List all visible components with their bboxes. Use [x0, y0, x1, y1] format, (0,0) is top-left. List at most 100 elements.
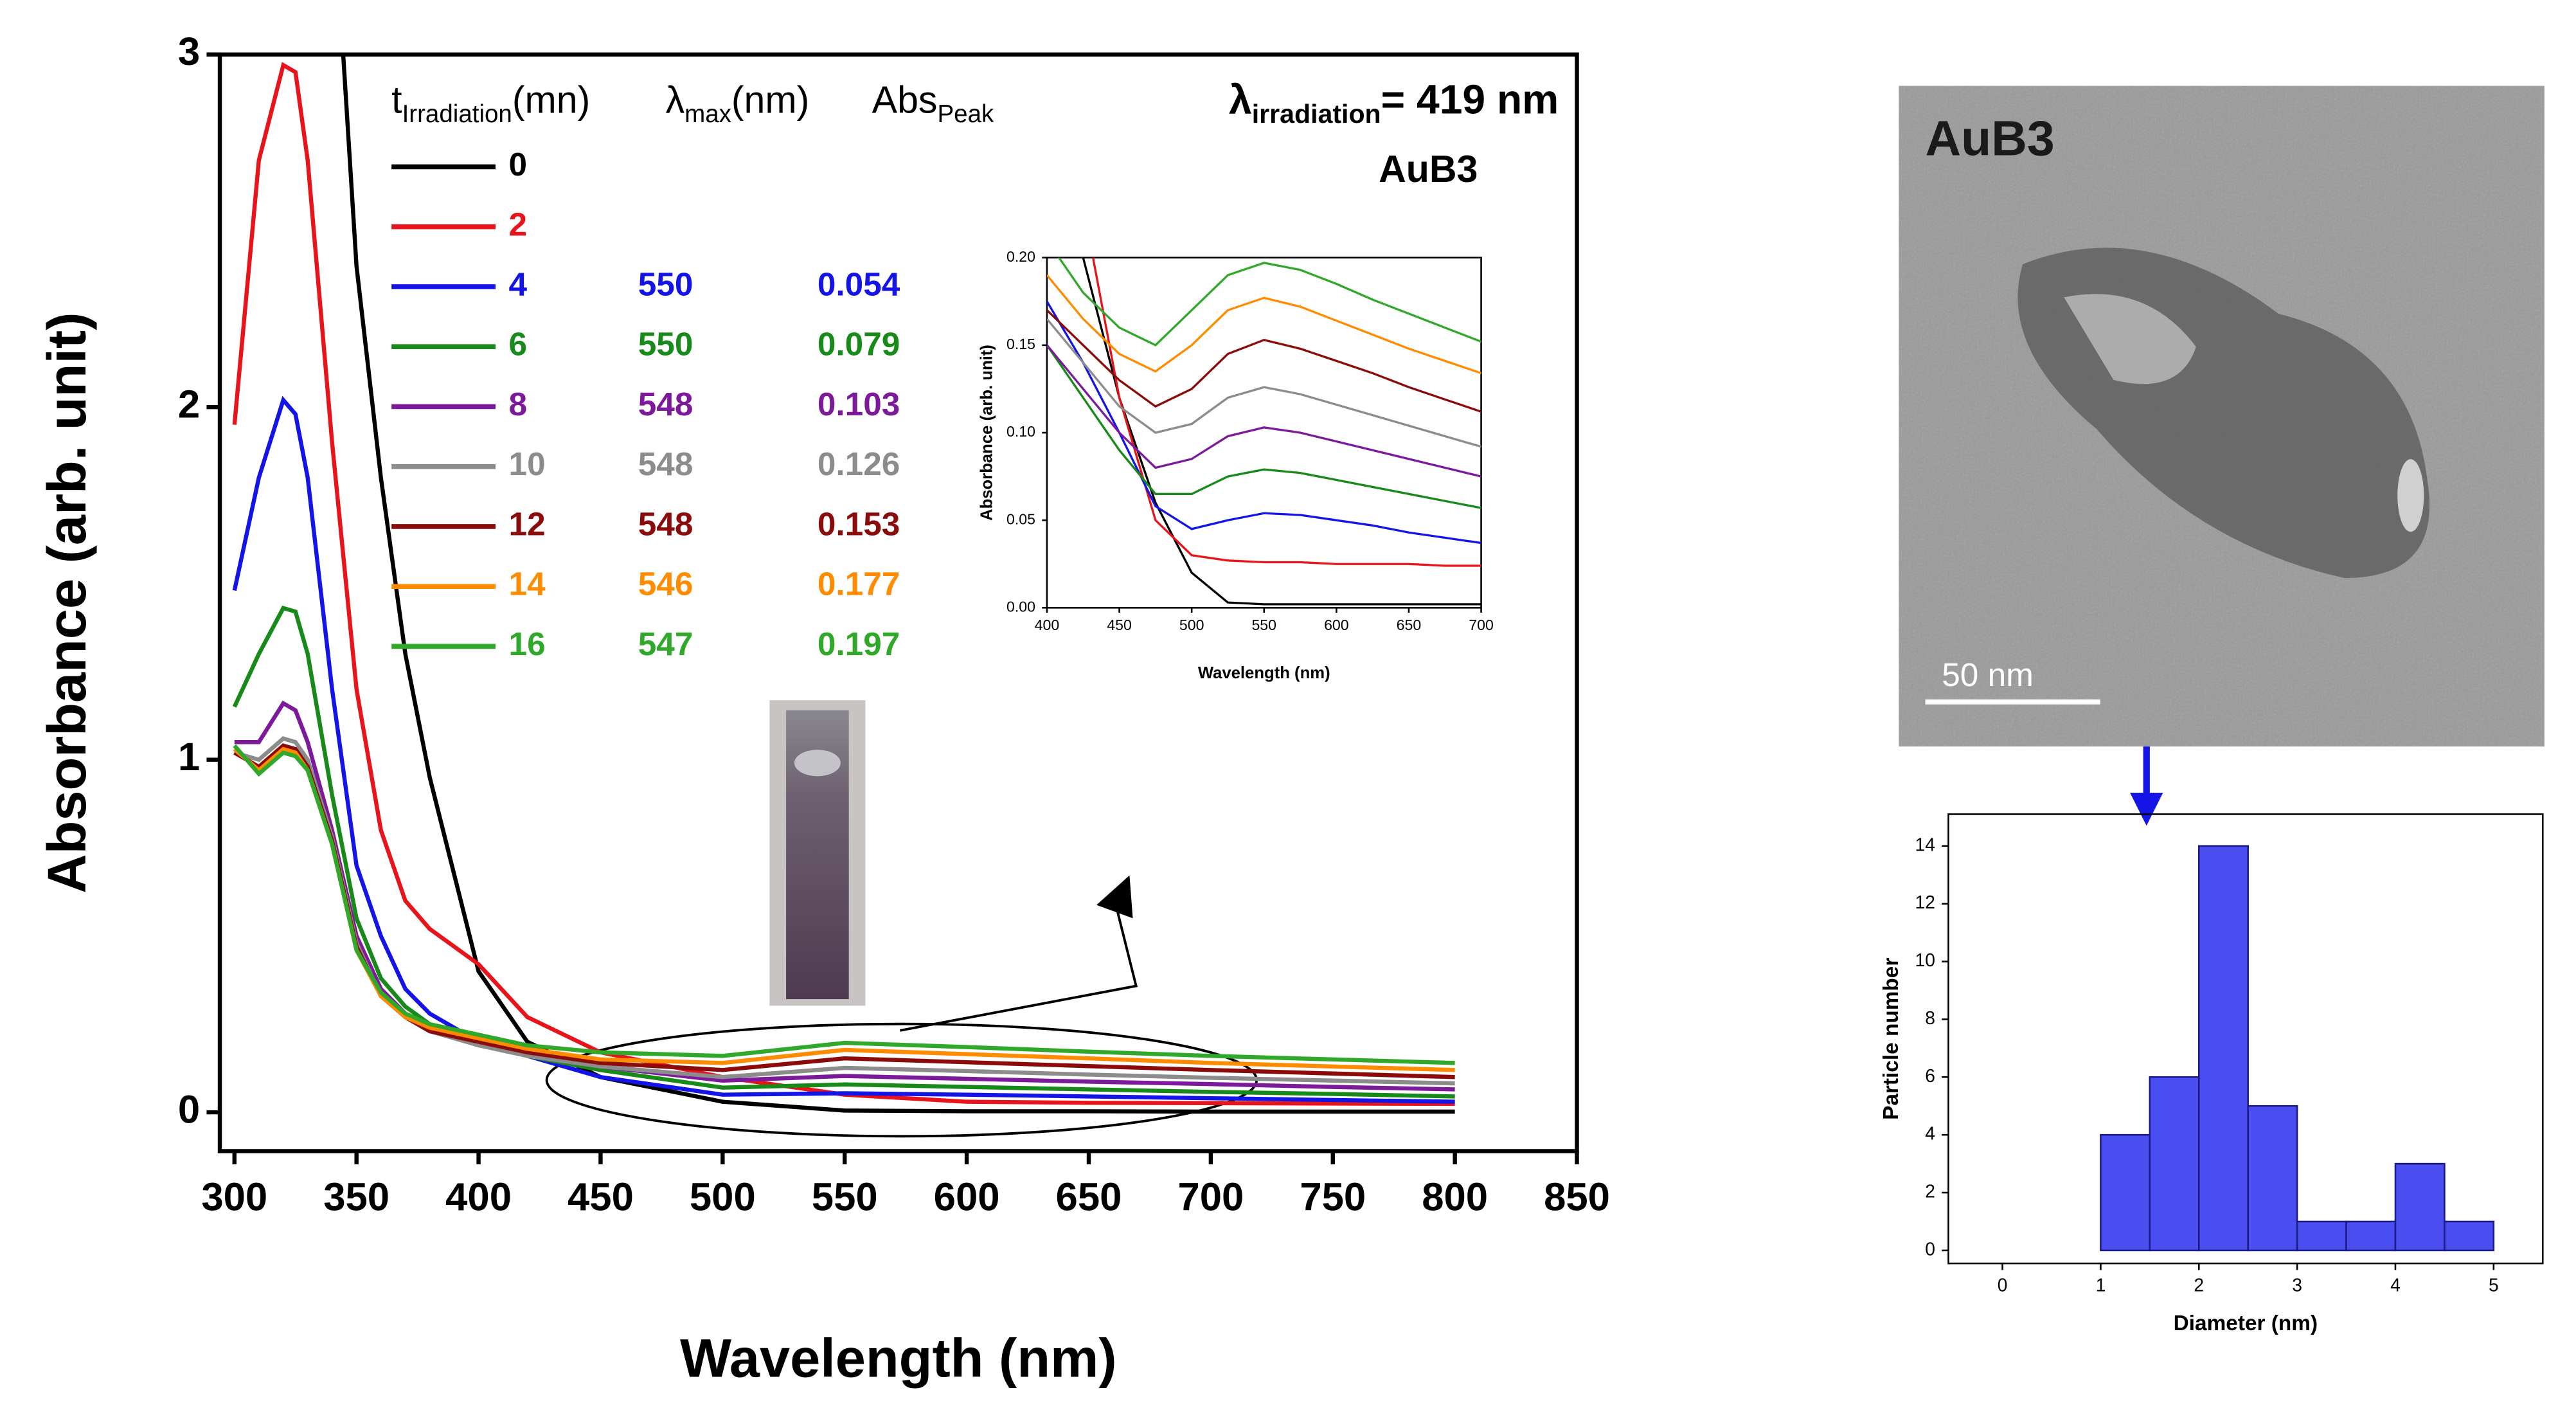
series-line: [1046, 274, 1481, 375]
y-tick-label: 0.00: [1006, 598, 1035, 615]
histogram-bar: [2345, 1220, 2397, 1252]
annotation-main: λ: [1229, 76, 1252, 122]
legend-label: 14: [509, 565, 546, 602]
x-tick-label: 2: [2194, 1274, 2204, 1295]
header-sub: Peak: [937, 100, 994, 128]
histogram-bar: [2296, 1220, 2347, 1252]
y-tick-label: 2: [1925, 1180, 1935, 1201]
y-tick-label: 10: [1915, 950, 1935, 970]
series-line: [1091, 257, 1481, 567]
legend-header: tIrradiation(mn): [391, 78, 590, 128]
y-axis-label: Particle number: [1879, 958, 1903, 1120]
legend-header: AbsPeak: [872, 78, 994, 128]
y-tick-label: 12: [1915, 892, 1935, 912]
x-tick-label: 800: [1422, 1175, 1488, 1220]
y-tick-label: 0: [178, 1087, 200, 1132]
x-tick-label: 600: [1324, 617, 1349, 633]
x-tick-label: 600: [934, 1175, 1000, 1220]
series-line: [232, 62, 1455, 1106]
lambda-max: 550: [638, 266, 693, 303]
legend-label: 4: [509, 266, 528, 303]
y-tick-label: 1: [178, 735, 200, 779]
y-tick-label: 4: [1925, 1123, 1935, 1144]
y-tick-label: 2: [178, 382, 200, 426]
abs-peak: 0.079: [818, 325, 900, 363]
cuvette-reflection: [794, 750, 841, 777]
x-tick-label: 400: [1035, 617, 1060, 633]
header-main: t: [391, 78, 402, 121]
lambda-max: 548: [638, 385, 693, 422]
annotation: λirradiation= 419 nm: [1229, 76, 1559, 128]
x-tick-label: 400: [445, 1175, 512, 1220]
header-tail: (nm): [731, 78, 809, 121]
x-tick-label: 300: [201, 1175, 267, 1220]
legend-label: 16: [509, 625, 546, 662]
tem-highlight: [2064, 294, 2196, 384]
lambda-max: 548: [638, 505, 693, 542]
histogram-bar: [2247, 1105, 2298, 1252]
header-main: λ: [666, 78, 685, 121]
series-line: [1046, 309, 1481, 413]
legend-label: 0: [509, 145, 528, 183]
y-tick-label: 0: [1925, 1238, 1935, 1259]
tem-label: AuB3: [1926, 111, 2055, 166]
y-axis-label: Absorbance (arb. unit): [36, 312, 97, 894]
x-tick-label: 650: [1056, 1175, 1122, 1220]
abs-peak: 0.103: [818, 385, 900, 422]
scale-bar-label: 50 nm: [1942, 656, 2034, 693]
zoom-arrowhead: [1096, 875, 1133, 919]
x-tick-label: 700: [1469, 617, 1494, 633]
series-line: [1046, 300, 1481, 545]
x-tick-label: 750: [1300, 1175, 1366, 1220]
plot-frame: [1947, 813, 2544, 1265]
y-tick-label: 3: [178, 30, 200, 74]
plot-frame: [1046, 257, 1482, 609]
y-tick-label: 0.05: [1006, 510, 1035, 527]
header-main: Abs: [872, 78, 938, 121]
y-tick-label: 0.15: [1006, 336, 1035, 352]
header-sub: Irradiation: [402, 100, 512, 128]
x-tick-label: 700: [1177, 1175, 1244, 1220]
x-tick-label: 0: [1998, 1274, 2008, 1295]
y-tick-label: 14: [1915, 834, 1935, 854]
lambda-max: 546: [638, 565, 693, 602]
tem-image: AuB3 50 nm: [1899, 86, 2545, 747]
histogram-bar: [2149, 1076, 2200, 1252]
x-tick-label: 550: [1251, 617, 1276, 633]
lambda-max: 550: [638, 325, 693, 363]
x-tick-label: 450: [1107, 617, 1132, 633]
x-tick-label: 850: [1544, 1175, 1610, 1220]
x-tick-label: 1: [2096, 1274, 2106, 1295]
header-tail: (mn): [512, 78, 590, 121]
annotation-tail: = 419 nm: [1381, 76, 1559, 122]
legend-header: λmax(nm): [666, 78, 810, 128]
x-tick-label: 650: [1397, 617, 1422, 633]
zoom-ellipse: [545, 1022, 1258, 1138]
legend-label: 12: [509, 505, 546, 542]
x-axis-label: Diameter (nm): [2174, 1312, 2318, 1335]
series-line: [1046, 318, 1481, 448]
cuvette-photo: [769, 700, 866, 1006]
x-tick-label: 5: [2489, 1274, 2499, 1295]
y-tick-label: 0.20: [1006, 248, 1035, 265]
series-line: [341, 54, 1455, 1114]
legend-label: 6: [509, 325, 528, 363]
x-axis-label: Wavelength (nm): [680, 1328, 1117, 1389]
lambda-max: 547: [638, 625, 693, 662]
x-tick-label: 500: [1179, 617, 1204, 633]
plot-frame: [217, 52, 1579, 1153]
series-line: [1046, 344, 1481, 478]
x-tick-label: 350: [323, 1175, 389, 1220]
tem-highlight: [2397, 459, 2424, 532]
histogram-bar: [2100, 1133, 2151, 1252]
histogram-bar: [2394, 1162, 2446, 1252]
abs-peak: 0.197: [818, 625, 900, 662]
x-tick-label: 500: [690, 1175, 756, 1220]
series-line: [1046, 344, 1481, 509]
histogram-bar: [2197, 845, 2249, 1252]
x-tick-label: 550: [812, 1175, 878, 1220]
annotation-sub: irradiation: [1252, 99, 1381, 129]
abs-peak: 0.054: [818, 266, 900, 303]
